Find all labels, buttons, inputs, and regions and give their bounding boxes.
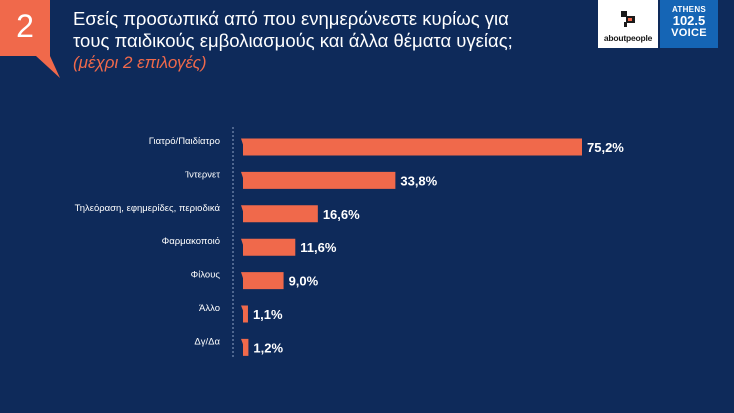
category-label: Γιατρό/Παιδίατρο — [149, 136, 220, 147]
bar — [241, 339, 248, 356]
value-label: 9,0% — [289, 274, 319, 289]
value-label: 33,8% — [400, 173, 437, 188]
value-label: 1,1% — [253, 307, 283, 322]
bar — [241, 139, 582, 156]
value-label: 16,6% — [323, 207, 360, 222]
bar — [241, 205, 318, 222]
bar — [241, 172, 395, 189]
category-label: Τηλεόραση, εφημερίδες, περιοδικά — [75, 203, 221, 214]
value-label: 11,6% — [300, 240, 337, 255]
category-label: Φίλους — [191, 270, 221, 281]
value-label: 1,2% — [253, 340, 283, 355]
value-label: 75,2% — [587, 140, 624, 155]
category-label: Άλλο — [199, 303, 220, 314]
bar — [241, 272, 284, 289]
category-label: Φαρμακοποιό — [162, 236, 220, 247]
bar — [241, 306, 248, 323]
bars-group: Γιατρό/Παιδίατρο 75,2% Ίντερνετ 33,8% Τηλεόρ… — [75, 136, 625, 356]
category-label: Δγ/Δα — [194, 336, 220, 347]
category-label: Ίντερνετ — [184, 169, 220, 180]
bar — [241, 239, 295, 256]
